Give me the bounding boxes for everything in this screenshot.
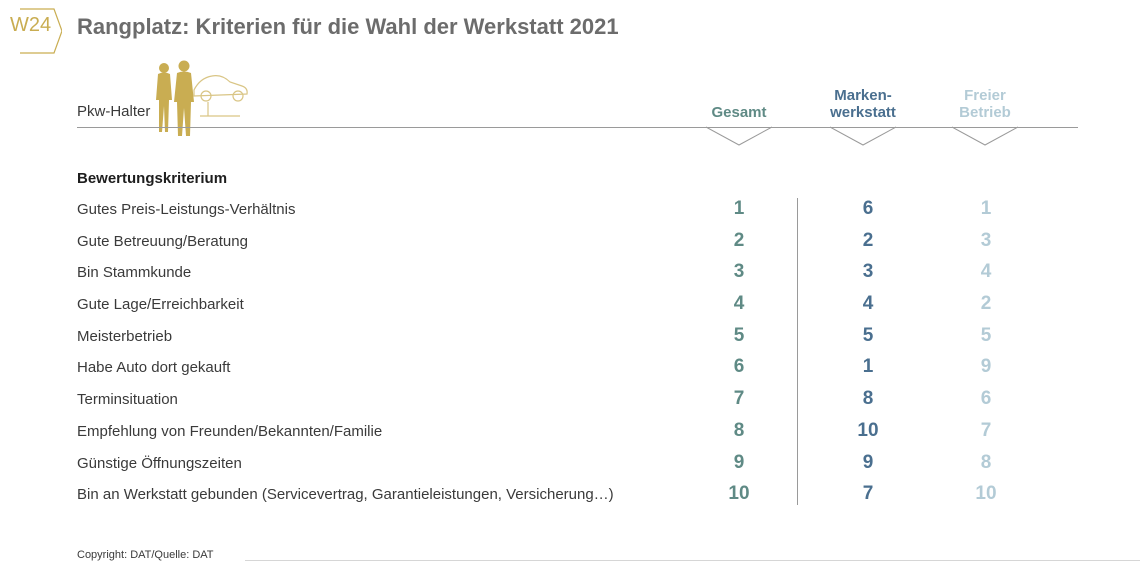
car-owner-illustration <box>156 60 248 136</box>
rank-gesamt: 6 <box>733 356 745 378</box>
criterion-label: Günstige Öffnungszeiten <box>77 454 242 472</box>
rank-markenwerkstatt: 6 <box>862 198 874 219</box>
table-row: Meisterbetrieb 5 5 5 <box>0 322 1140 354</box>
criterion-label: Terminsituation <box>77 391 178 409</box>
table-row: Terminsituation 7 8 6 <box>0 385 1140 417</box>
rank-markenwerkstatt: 5 <box>862 324 874 346</box>
column-header-marken-line2: werkstatt <box>830 104 896 121</box>
rank-markenwerkstatt: 9 <box>862 451 874 473</box>
rank-markenwerkstatt: 4 <box>862 293 874 315</box>
criterion-label: Gutes Preis-Leistungs-Verhältnis <box>77 201 296 218</box>
rank-gesamt: 7 <box>733 388 745 410</box>
rank-gesamt: 3 <box>733 261 745 283</box>
criterion-label: Empfehlung von Freunden/Bekannten/Famili… <box>77 422 383 440</box>
criterion-label: Habe Auto dort gekauft <box>77 359 231 377</box>
rank-gesamt: 10 <box>728 483 750 505</box>
chevron-down-icon <box>829 126 897 146</box>
column-header-marken-line1: Marken- <box>834 87 892 104</box>
footer-rule <box>245 560 1140 561</box>
table-row: Günstige Öffnungszeiten 9 9 8 <box>0 449 1140 481</box>
table-row: Empfehlung von Freunden/Bekannten/Famili… <box>0 417 1140 449</box>
rank-freier-betrieb: 3 <box>980 229 992 251</box>
table-row: Gutes Preis-Leistungs-Verhältnis 1 6 1 <box>0 195 1140 227</box>
criterion-label: Gute Lage/Erreichbarkeit <box>77 296 244 314</box>
rank-freier-betrieb: 7 <box>980 419 992 441</box>
rank-freier-betrieb: 8 <box>980 451 992 473</box>
section-label: Bewertungskriterium <box>77 170 228 187</box>
chapter-badge: W24 <box>10 14 52 36</box>
table-row: Bin Stammkunde 3 3 4 <box>0 258 1140 290</box>
rank-markenwerkstatt: 3 <box>862 261 874 283</box>
page-title: Rangplatz: Kriterien für die Wahl der We… <box>77 14 619 39</box>
column-header-freier-betrieb: Freier Betrieb <box>945 87 1025 121</box>
chevron-down-icon <box>705 126 773 146</box>
column-header-frei-line1: Freier <box>964 87 1006 104</box>
table-row: Habe Auto dort gekauft 6 1 9 <box>0 353 1140 385</box>
criterion-label: Bin an Werkstatt gebunden (Servicevertra… <box>77 486 614 504</box>
rank-freier-betrieb: 5 <box>980 324 992 346</box>
rank-freier-betrieb: 6 <box>980 388 992 410</box>
column-header-frei-line2: Betrieb <box>959 104 1011 121</box>
rank-freier-betrieb: 1 <box>980 198 992 219</box>
rank-freier-betrieb: 9 <box>980 356 992 378</box>
rank-freier-betrieb: 2 <box>980 293 992 315</box>
rank-gesamt: 4 <box>733 293 745 315</box>
copyright-footer: Copyright: DAT/Quelle: DAT <box>77 549 214 561</box>
column-header-markenwerkstatt: Marken- werkstatt <box>818 87 908 121</box>
rank-gesamt: 1 <box>733 198 745 219</box>
criterion-label: Meisterbetrieb <box>77 327 173 345</box>
table-row: Gute Betreuung/Beratung 2 2 3 <box>0 227 1140 259</box>
rank-markenwerkstatt: 2 <box>862 229 874 251</box>
chevron-down-icon <box>951 126 1019 146</box>
rank-markenwerkstatt: 8 <box>862 388 874 410</box>
criterion-label: Bin Stammkunde <box>77 264 192 282</box>
rank-gesamt: 8 <box>733 419 745 441</box>
column-header-gesamt: Gesamt <box>700 104 778 121</box>
rank-gesamt: 9 <box>733 451 745 473</box>
rank-freier-betrieb: 10 <box>975 483 997 505</box>
table-row: Bin an Werkstatt gebunden (Servicevertra… <box>0 480 1140 512</box>
column-header-gesamt-text: Gesamt <box>711 104 767 121</box>
criterion-label: Gute Betreuung/Beratung <box>77 232 248 250</box>
rank-markenwerkstatt: 7 <box>862 483 874 505</box>
rank-gesamt: 5 <box>733 324 745 346</box>
rank-markenwerkstatt: 10 <box>857 419 879 441</box>
holder-label: Pkw-Halter <box>77 103 155 120</box>
header-rule <box>77 127 1078 128</box>
rank-gesamt: 2 <box>733 229 745 251</box>
chapter-badge-frame <box>20 8 62 54</box>
rank-freier-betrieb: 4 <box>980 261 992 283</box>
table-row: Gute Lage/Erreichbarkeit 4 4 2 <box>0 290 1140 322</box>
rank-markenwerkstatt: 1 <box>862 356 874 378</box>
ranking-table: Gutes Preis-Leistungs-Verhältnis 1 6 1 Gute … <box>0 195 1140 512</box>
column-divider <box>797 198 798 505</box>
